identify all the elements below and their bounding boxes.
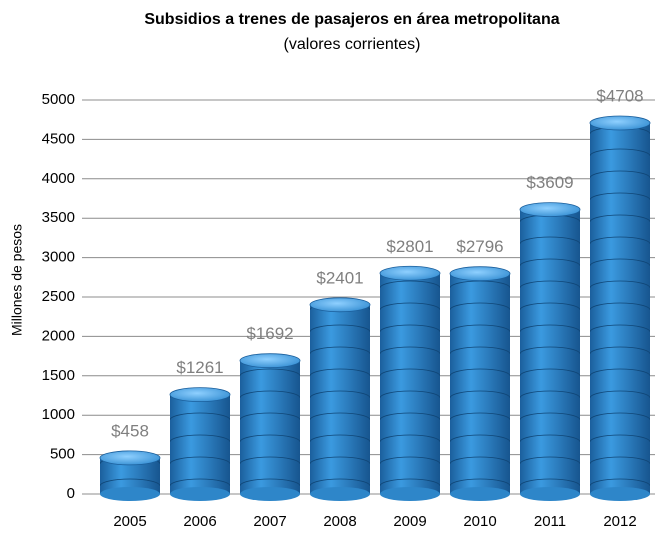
value-label: $4708: [596, 86, 643, 105]
x-tick-label: 2007: [253, 513, 286, 530]
y-tick-label: 1500: [42, 367, 75, 384]
value-label: $2801: [386, 237, 433, 256]
y-tick-label: 3500: [42, 209, 75, 226]
bar-bottom: [100, 487, 160, 501]
bar-cap: [169, 387, 231, 403]
y-tick-label: 5000: [42, 91, 75, 108]
value-label: $1692: [246, 324, 293, 343]
x-tick-label: 2009: [393, 513, 426, 530]
value-label: $458: [111, 421, 149, 440]
y-tick-label: 0: [67, 485, 75, 502]
x-tick-label: 2011: [534, 513, 566, 530]
x-tick-label: 2005: [113, 513, 146, 530]
chart-subtitle: (valores corrientes): [284, 36, 421, 53]
x-tick-label: 2008: [323, 513, 356, 530]
chart-title: Subsidios a trenes de pasajeros en área …: [144, 11, 559, 28]
x-tick-label: 2012: [603, 513, 636, 530]
bar: [310, 304, 370, 494]
bar-cap: [379, 265, 441, 281]
bar: [450, 273, 510, 494]
y-tick-label: 1000: [42, 406, 75, 423]
y-tick-label: 4000: [42, 170, 75, 187]
x-tick-label: 2006: [183, 513, 216, 530]
bar-bottom: [170, 487, 230, 501]
y-tick-label: 2000: [42, 327, 75, 344]
bar-bottom: [590, 487, 650, 501]
bar-bottom: [380, 487, 440, 501]
y-tick-label: 2500: [42, 288, 75, 305]
bar: [590, 123, 650, 495]
y-tick-label: 3000: [42, 249, 75, 266]
bar: [240, 360, 300, 494]
value-label: $2401: [316, 268, 363, 287]
bar: [520, 209, 580, 495]
bar-bottom: [310, 487, 370, 501]
bar-cap: [589, 115, 651, 131]
bar: [380, 273, 440, 494]
bar-cap: [449, 266, 511, 282]
bar-bottom: [520, 487, 580, 501]
x-tick-label: 2010: [463, 513, 496, 530]
bar-cap: [99, 450, 161, 466]
value-label: $2796: [456, 237, 503, 256]
bar-cap: [309, 297, 371, 313]
bar-bottom: [450, 487, 510, 501]
value-label: $1261: [176, 358, 223, 377]
y-tick-label: 500: [50, 446, 75, 463]
bar: [170, 394, 230, 494]
bar-cap: [519, 202, 581, 218]
bar-bottom: [240, 487, 300, 501]
y-axis-label: Millones de pesos: [9, 224, 25, 336]
bar-cap: [239, 353, 301, 369]
value-label: $3609: [526, 173, 573, 192]
y-tick-label: 4500: [42, 130, 75, 147]
